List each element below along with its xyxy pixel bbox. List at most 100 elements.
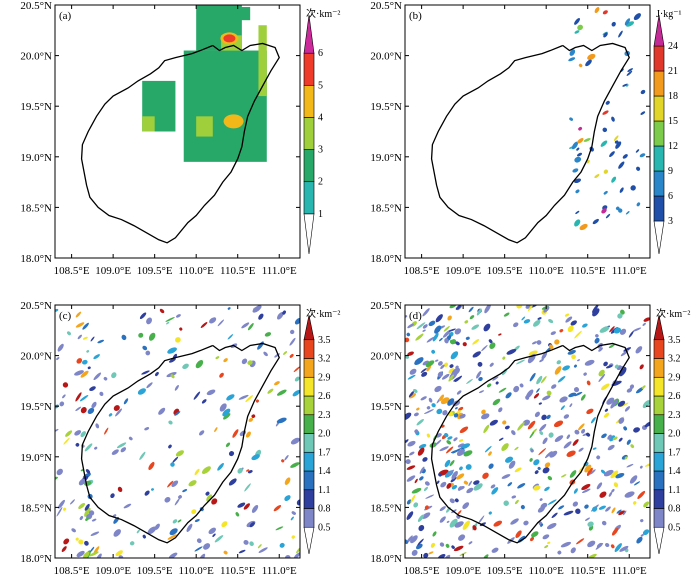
field-blob [141, 370, 150, 375]
field-blob [578, 126, 583, 131]
field-blob [209, 317, 217, 324]
field-blob [457, 510, 462, 515]
field-blob [618, 161, 625, 169]
field-blob [477, 361, 483, 367]
field-blob [529, 458, 533, 462]
field-blob [458, 406, 464, 411]
field-blob [566, 450, 576, 457]
field-blob [455, 407, 458, 410]
field-blob [206, 389, 216, 396]
field-blob [451, 484, 458, 490]
colorbar-tick-label: 12 [668, 141, 678, 152]
field-blob [84, 443, 93, 452]
field-blob [167, 534, 177, 540]
field-blob [414, 357, 424, 365]
y-tick-label: 20.5°N [370, 300, 402, 312]
field-blob [75, 311, 82, 318]
field-blob [227, 334, 234, 340]
field-blob [169, 528, 178, 536]
field-blob [142, 345, 148, 351]
field-blob [627, 68, 633, 72]
field-blob [640, 519, 644, 523]
y-tick-label: 18.5°N [370, 502, 402, 514]
field-blob [223, 550, 228, 555]
field-blob [633, 427, 640, 433]
field-blob [643, 317, 650, 322]
field-blob [151, 488, 154, 491]
field-blob [424, 409, 434, 415]
field-blob [478, 377, 483, 382]
field-blob [531, 531, 539, 538]
field-blob [640, 89, 646, 95]
x-tick-label: 108.5°E [54, 565, 90, 577]
field-blob [428, 320, 436, 327]
field-blob [431, 349, 436, 354]
field-blob [605, 100, 610, 105]
field-blob [582, 323, 588, 328]
field-blob [137, 388, 146, 395]
colorbar-tick-label: 0.8 [668, 504, 681, 515]
field-blob [257, 341, 264, 350]
field-blob [228, 478, 237, 486]
field-blob [611, 527, 619, 536]
field-blob [571, 354, 576, 360]
field-blob [554, 435, 564, 442]
field-blob [448, 374, 455, 382]
y-tick-label: 20.0°N [20, 351, 52, 363]
colorbar-tick-label: 3.2 [318, 354, 331, 365]
density-block [258, 25, 267, 97]
field-blob [415, 333, 424, 341]
field-blob [561, 474, 567, 478]
field-blob [432, 531, 437, 537]
field-blob [138, 332, 144, 338]
field-blob [94, 446, 98, 450]
field-blob [194, 546, 203, 552]
y-tick-label: 20.0°N [20, 51, 52, 63]
field-blob [569, 117, 574, 121]
field-blob [453, 437, 458, 442]
field-blob [568, 392, 577, 398]
field-blob [594, 337, 600, 344]
field-blob [462, 342, 467, 347]
field-blob [547, 499, 557, 505]
field-blob [267, 388, 274, 394]
field-blob [455, 305, 462, 310]
field-blob [436, 408, 443, 415]
field-blob [601, 433, 607, 439]
field-blob [238, 549, 246, 554]
field-blob [619, 187, 624, 193]
field-blob [232, 429, 239, 438]
field-blob [434, 325, 442, 334]
field-blob [249, 522, 255, 528]
field-blob [541, 414, 547, 421]
field-blob [570, 320, 577, 326]
colorbar-segment [653, 414, 665, 434]
field-blob [534, 411, 540, 418]
field-blob [416, 322, 426, 330]
y-tick-label: 18.5°N [20, 202, 52, 214]
colorbar-unit: 次·km⁻² [306, 307, 340, 320]
field-blob [578, 423, 585, 431]
field-blob [447, 315, 452, 321]
field-blob [639, 364, 644, 370]
density-block [229, 7, 251, 21]
field-blob [117, 486, 123, 493]
field-blob [164, 497, 171, 503]
field-blob [87, 407, 95, 415]
field-blob [440, 397, 450, 405]
field-blob [575, 508, 581, 514]
field-blob [425, 494, 435, 499]
field-blob [569, 403, 573, 408]
field-blob [168, 444, 172, 449]
field-blob [194, 468, 200, 476]
field-blob [431, 403, 436, 408]
field-blob [158, 407, 166, 415]
field-blob [413, 502, 419, 508]
colorbar-segment [653, 526, 665, 555]
field-blob [196, 538, 202, 544]
field-blob [586, 159, 590, 164]
field-blob [469, 315, 475, 320]
field-blob [525, 305, 534, 309]
field-blob [616, 509, 622, 514]
field-blob [284, 454, 289, 461]
